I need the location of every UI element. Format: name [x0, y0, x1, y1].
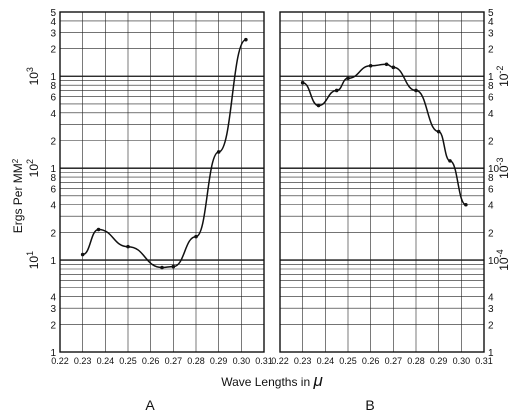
- x-tick-label: 0.22: [51, 356, 69, 366]
- data-point: [414, 88, 418, 93]
- y-tick-label: 1: [50, 164, 56, 175]
- data-point: [316, 103, 321, 108]
- y-tick-label: 4: [488, 201, 494, 212]
- y-tick-label: 4: [488, 109, 494, 120]
- y-tick-label: 8: [50, 173, 56, 184]
- x-tick-label: 0.24: [97, 356, 115, 366]
- data-point: [96, 227, 101, 232]
- y-decade-label: 102: [25, 159, 41, 177]
- panel-b-chart: 1 0.22 0.23 0.24 0.25 0.26 0.27 0.28 0.29 0.30 0.3…: [271, 8, 508, 366]
- x-tick-label: 0.29: [430, 356, 448, 366]
- y-tick-label: 4: [50, 293, 56, 304]
- x-tick-label: 0.23: [74, 356, 92, 366]
- data-point: [300, 80, 305, 85]
- data-point: [384, 62, 389, 67]
- y-tick-label: 4: [488, 17, 494, 28]
- y-tick-label: 2: [488, 136, 494, 147]
- x-tick-label: 0.25: [339, 356, 357, 366]
- x-tick-label: 0.24: [317, 356, 335, 366]
- y-tick-label: 2: [50, 320, 56, 331]
- plot-frame: [59, 11, 265, 353]
- x-axis-label: Wave Lengths in μ: [221, 371, 323, 390]
- x-tick-label: 0.31: [475, 356, 493, 366]
- data-point: [334, 88, 339, 93]
- y-tick-label: 2: [488, 320, 494, 331]
- y-tick-label: 4: [50, 17, 56, 28]
- y-tick-label: 10: [488, 256, 500, 267]
- y-tick-label: 8: [50, 81, 56, 92]
- x-tick-label: 0.30: [453, 356, 471, 366]
- x-tick-label: 0.25: [119, 356, 137, 366]
- y-tick-label: 3: [50, 28, 56, 39]
- y-tick-label: 2: [50, 136, 56, 147]
- y-tick-label: 2: [488, 228, 494, 239]
- y-tick-label: 1: [488, 348, 494, 359]
- y-decade-label: 10-2: [495, 66, 508, 87]
- y-tick-label: 10: [488, 164, 500, 175]
- y-tick-label: 5: [488, 8, 494, 19]
- x-tick-label: 0.27: [165, 356, 183, 366]
- y-tick-label: 4: [50, 109, 56, 120]
- x-tick-label: 0.29: [210, 356, 228, 366]
- y-tick-label: 6: [488, 93, 494, 104]
- plot-frame: [279, 11, 485, 353]
- x-tick-label: 0.28: [187, 356, 205, 366]
- x-tick-label: 0.23: [294, 356, 312, 366]
- x-tick-label: 0.27: [385, 356, 403, 366]
- x-tick-label: 0.26: [362, 356, 380, 366]
- y-tick-label: 1: [50, 348, 56, 359]
- data-point: [80, 252, 85, 257]
- y-tick-label: 1: [50, 256, 56, 267]
- series-line: [82, 38, 247, 269]
- panel-a-chart: 10.22 0.23 0.24 0.25 0.26 0.27 0.28 0.29 0.30 0.3…: [25, 8, 273, 366]
- y-decade-label: 10-4: [495, 249, 508, 270]
- x-tick-label: 0.30: [233, 356, 251, 366]
- data-point: [126, 244, 130, 249]
- y-tick-label: 2: [50, 45, 56, 56]
- y-decade-label: 101: [25, 251, 41, 269]
- data-point: [194, 234, 198, 239]
- data-point: [244, 37, 248, 42]
- y-tick-label: 4: [488, 293, 494, 304]
- y-tick-label: 3: [488, 28, 494, 39]
- data-point: [368, 63, 373, 68]
- y-tick-label: 3: [50, 304, 56, 315]
- y-tick-label: 4: [50, 201, 56, 212]
- y-tick-label: 2: [488, 45, 494, 56]
- data-point: [216, 150, 221, 154]
- y-tick-label: 1: [488, 72, 494, 83]
- y-tick-label: 5: [50, 8, 56, 19]
- x-tick-label: 0.28: [407, 356, 425, 366]
- y-tick-label: 8: [488, 173, 494, 184]
- x-tick-label: 0.26: [142, 356, 160, 366]
- data-point: [448, 159, 452, 163]
- y-tick-label: 8: [488, 81, 494, 92]
- data-point: [160, 265, 164, 270]
- y-tick-label: 6: [488, 185, 494, 196]
- y-decade-label: 10-3: [495, 157, 508, 178]
- x-tick-label: 0.31: [255, 356, 273, 366]
- y-axis-label: Ergs Per MM2: [11, 158, 25, 233]
- panel-b-label: B: [365, 397, 374, 413]
- y-tick-label: 2: [50, 228, 56, 239]
- data-point: [436, 129, 441, 134]
- y-tick-label: 1: [50, 72, 56, 83]
- data-point: [391, 65, 396, 70]
- panel-a-label: A: [145, 397, 155, 413]
- y-tick-label: 6: [50, 185, 56, 196]
- data-point: [171, 264, 176, 269]
- data-point: [464, 202, 468, 207]
- data-point: [346, 76, 350, 81]
- x-tick-label: 0.22: [271, 356, 289, 366]
- y-tick-label: 3: [488, 304, 494, 315]
- y-tick-label: 6: [50, 93, 56, 104]
- y-decade-label: 103: [25, 67, 41, 85]
